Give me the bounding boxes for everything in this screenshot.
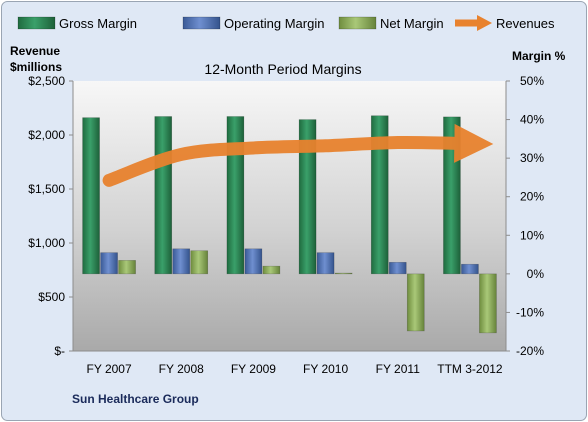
x-tick-label: FY 2007 xyxy=(87,362,132,376)
x-tick-label: FY 2010 xyxy=(303,362,348,376)
bar-net-margin xyxy=(334,272,353,275)
legend-label: Revenues xyxy=(496,16,555,31)
legend-swatch xyxy=(338,16,377,30)
bar-operating-margin xyxy=(100,252,118,275)
chart-title: 12-Month Period Margins xyxy=(204,61,361,77)
bar-gross-margin xyxy=(370,115,389,275)
left-tick-label: $500 xyxy=(38,290,65,304)
right-axis-ticks: -20% -10% 0% 10% 20% 30% 40% 50% xyxy=(506,74,544,358)
x-tick-label: FY 2009 xyxy=(231,362,276,376)
left-axis-ticks: $- $500 $1,000 $1,500 $2,000 $2,500 xyxy=(28,74,73,358)
x-tick-label: FY 2008 xyxy=(159,362,204,376)
legend-swatch xyxy=(182,16,221,30)
legend: Gross Margin Operating Margin Net Margin Re… xyxy=(17,15,555,31)
left-tick-label: $2,500 xyxy=(28,74,65,88)
bar-gross-margin xyxy=(82,117,100,275)
right-tick-label: -10% xyxy=(516,305,544,319)
revenue-line-layer xyxy=(102,123,494,187)
bar-operating-margin xyxy=(461,263,479,275)
bar-net-margin xyxy=(190,250,209,275)
bar-net-margin xyxy=(479,273,497,334)
bar-marks xyxy=(82,115,497,334)
right-axis-label: Margin % xyxy=(512,49,566,63)
right-tick-label: 50% xyxy=(520,74,544,88)
left-axis-label-line2: $millions xyxy=(10,60,62,74)
bar-operating-margin xyxy=(316,252,335,275)
bar-operating-margin xyxy=(244,248,263,275)
legend-label: Net Margin xyxy=(380,16,444,31)
right-tick-label: 10% xyxy=(520,228,544,242)
bar-gross-margin xyxy=(298,119,317,275)
left-tick-label: $2,000 xyxy=(28,128,65,142)
company-name: Sun Healthcare Group xyxy=(72,392,199,406)
x-tick-label: TTM 3-2012 xyxy=(437,362,503,376)
bar-gross-margin xyxy=(154,116,173,275)
left-tick-label: $1,000 xyxy=(28,236,65,250)
bar-net-margin xyxy=(262,265,281,275)
bar-gross-margin xyxy=(226,116,245,275)
right-tick-label: 40% xyxy=(520,113,544,127)
revenue-line xyxy=(102,123,494,187)
legend-label: Gross Margin xyxy=(59,16,137,31)
left-axis-label-line1: Revenue xyxy=(10,44,60,58)
bar-operating-margin xyxy=(388,261,407,275)
x-axis-ticks: FY 2007 FY 2008 FY 2009 FY 2010 FY 2011 TTM 3… xyxy=(87,362,503,376)
bar-operating-margin xyxy=(172,248,191,275)
legend-swatch xyxy=(17,16,56,30)
right-tick-label: 0% xyxy=(527,267,545,281)
bar-net-margin xyxy=(118,260,136,275)
x-tick-label: FY 2011 xyxy=(376,362,421,376)
left-tick-label: $- xyxy=(54,344,65,358)
plot-area xyxy=(73,81,506,351)
left-tick-label: $1,500 xyxy=(28,182,65,196)
right-tick-label: 20% xyxy=(520,190,544,204)
right-tick-label: 30% xyxy=(520,151,544,165)
right-tick-label: -20% xyxy=(516,344,544,358)
bar-net-margin xyxy=(406,273,425,332)
legend-label: Operating Margin xyxy=(224,16,324,31)
legend-arrow-icon xyxy=(477,15,492,31)
